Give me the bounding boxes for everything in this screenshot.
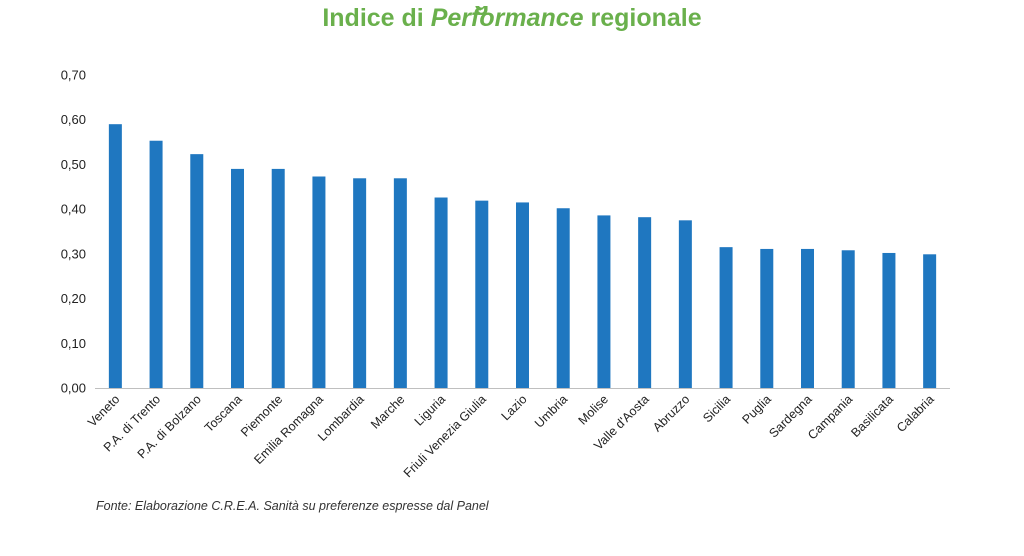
bar (149, 140, 163, 388)
x-tick-label: Molise (576, 392, 611, 427)
y-tick-label: 0,20 (61, 291, 86, 306)
x-tick-label: Campania (805, 392, 855, 442)
bar (231, 168, 244, 388)
bar (760, 248, 774, 388)
chart-title-suffix: regionale (583, 4, 702, 32)
bar (312, 176, 326, 388)
y-tick-label: 0,00 (61, 381, 86, 396)
x-tick-label: Puglia (739, 392, 774, 427)
x-tick-label: Lazio (499, 392, 530, 423)
x-tick-label: Marche (368, 392, 407, 431)
bar (597, 215, 611, 388)
bar (719, 247, 733, 388)
chart-title-italic: Performance (430, 4, 584, 32)
bar (678, 220, 692, 388)
bar (923, 254, 937, 388)
title-clip (0, 0, 1024, 6)
bar (353, 178, 367, 388)
bar (882, 252, 896, 388)
x-tick-label: Liguria (412, 392, 448, 428)
bar (475, 200, 489, 388)
bar (516, 202, 529, 388)
x-tick-label: Calabria (894, 392, 937, 435)
bar (556, 208, 570, 388)
y-tick-label: 0,50 (61, 157, 86, 172)
bar (638, 217, 652, 388)
bars (108, 124, 937, 388)
bar-chart: 0,000,100,200,300,400,500,600,70 VenetoP… (61, 68, 950, 480)
y-tick-label: 0,10 (61, 336, 86, 351)
bar (393, 178, 407, 388)
y-tick-label: 0,70 (61, 68, 86, 83)
x-tick-label: Abruzzo (650, 392, 692, 434)
x-tick-label: Basilicata (848, 392, 896, 440)
bar (801, 248, 814, 388)
bar (841, 250, 855, 388)
y-tick-label: 0,30 (61, 246, 86, 261)
x-tick-label: Emilia Romagna (251, 392, 326, 467)
x-tick-label: Umbria (532, 392, 570, 430)
bar (434, 197, 448, 388)
y-tick-label: 0,40 (61, 202, 86, 217)
x-tick-label: Sicilia (700, 392, 733, 425)
x-tick-label: Veneto (85, 392, 122, 429)
y-axis: 0,00 0,10 0,20 0,30 0,40 0,50 0,60 0,70 (61, 68, 86, 396)
chart-title: Indice di Performance regionale (0, 4, 1024, 33)
y-tick-label: 0,60 (61, 112, 86, 127)
source-note: Fonte: Elaborazione C.R.E.A. Sanità su p… (96, 499, 489, 513)
bar (190, 154, 204, 388)
chart-title-prefix: Indice di (322, 4, 431, 32)
bar (271, 168, 285, 388)
bar (108, 124, 122, 388)
